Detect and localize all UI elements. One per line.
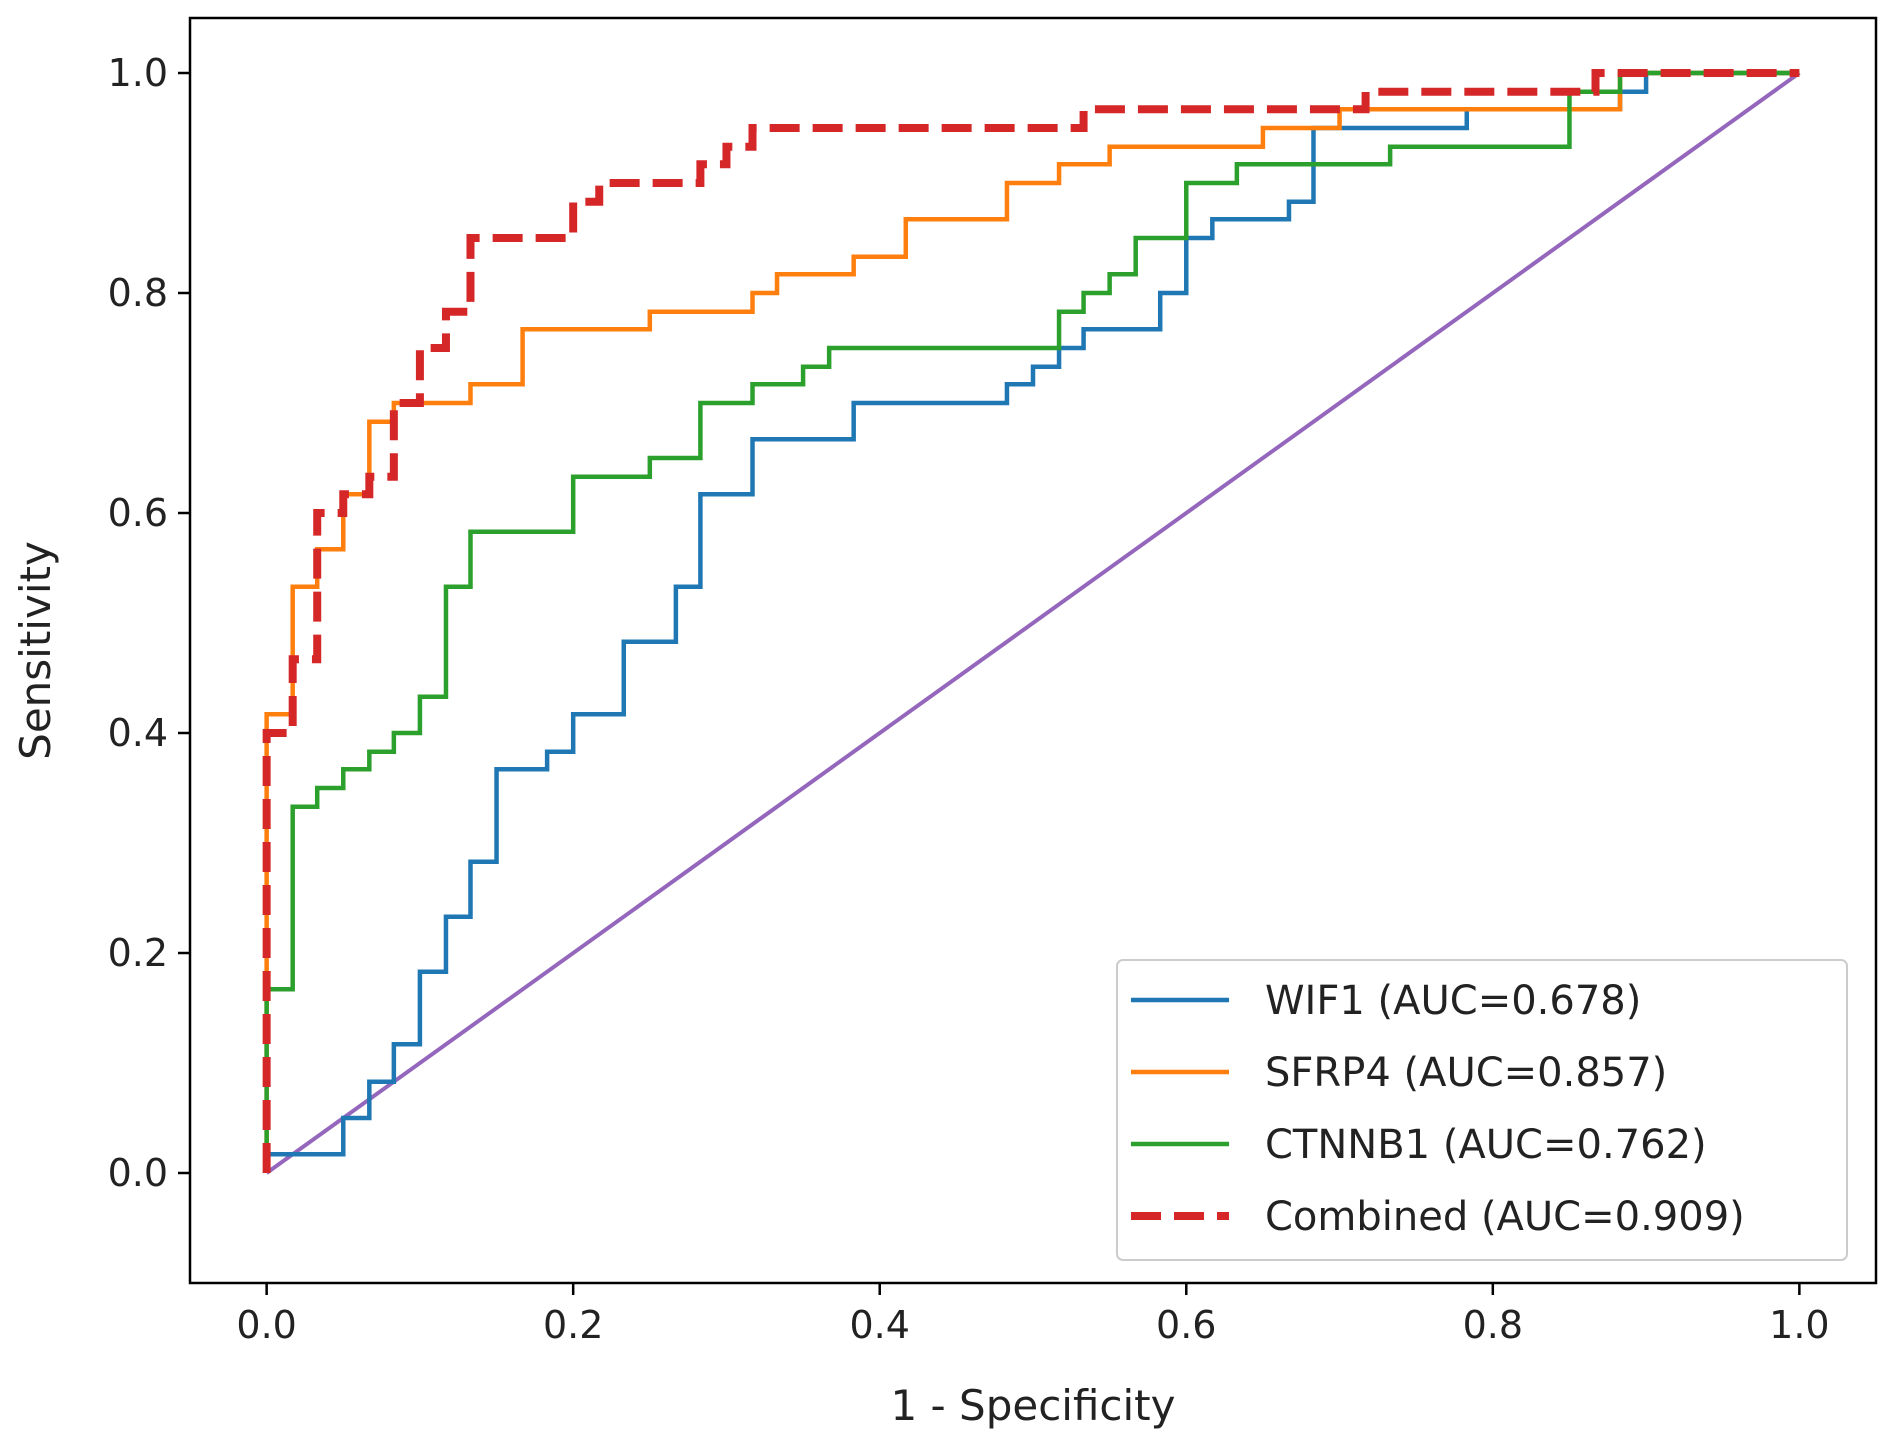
x-tick-label: 0.0: [236, 1303, 296, 1347]
reference-diagonal-line: [265, 71, 1801, 1175]
reference-line-layer: [265, 71, 1801, 1175]
series-line-wif1: [264, 70, 1800, 1173]
series-layer: [262, 69, 1800, 1173]
y-axis-ticks: 0.0 0.2 0.4 0.6 0.8 1.0: [108, 51, 190, 1195]
x-tick-label: 1.0: [1769, 1303, 1829, 1347]
y-tick-label: 0.6: [108, 491, 168, 535]
legend: WIF1 (AUC=0.678) SFRP4 (AUC=0.857) CTNNB1 …: [1116, 959, 1848, 1261]
y-tick-label: 1.0: [108, 51, 168, 95]
plot-frame: [188, 16, 1878, 1285]
legend-label-ctnnb1: CTNNB1 (AUC=0.762): [1265, 1122, 1707, 1168]
x-tick-label: 0.8: [1463, 1303, 1523, 1347]
series-line-sfrp4: [264, 70, 1800, 1173]
y-tick-label: 0.2: [108, 931, 168, 975]
x-tick-label: 0.6: [1156, 1303, 1216, 1347]
x-axis-label: 1 - Specificity: [890, 1381, 1175, 1430]
x-tick-label: 0.2: [543, 1303, 603, 1347]
y-tick-label: 0.0: [108, 1151, 168, 1195]
y-axis-label: Sensitivity: [11, 541, 60, 760]
series-line-combined: [262, 69, 1800, 1173]
x-tick-label: 0.4: [850, 1303, 910, 1347]
y-tick-label: 0.8: [108, 271, 168, 315]
y-tick-label: 0.4: [108, 711, 168, 755]
legend-label-wif1: WIF1 (AUC=0.678): [1265, 978, 1641, 1024]
x-axis-ticks: 0.0 0.2 0.4 0.6 0.8 1.0: [236, 1283, 1830, 1347]
legend-box: [1116, 959, 1848, 1261]
legend-label-combined: Combined (AUC=0.909): [1265, 1194, 1745, 1240]
series-line-ctnnb1: [264, 70, 1800, 1173]
legend-label-sfrp4: SFRP4 (AUC=0.857): [1265, 1050, 1667, 1096]
